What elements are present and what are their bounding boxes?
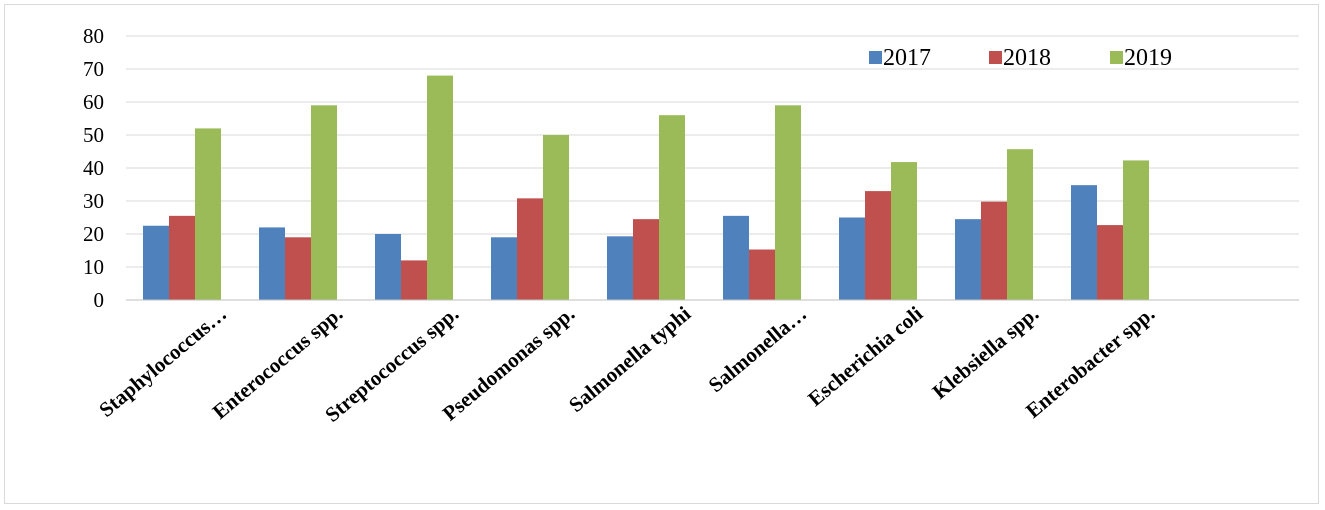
bar-2018 [401,260,427,300]
bar-2018 [285,237,311,300]
bar-2017 [1071,185,1097,300]
x-tick-label: Salmonella typhi [564,301,695,417]
y-tick-label: 10 [83,255,104,279]
bar-2018 [169,215,195,300]
y-tick-label: 30 [83,189,104,213]
y-tick-label: 20 [83,222,104,246]
bar-2017 [143,225,169,300]
bar-2019 [1123,160,1149,300]
bar-2019 [427,75,453,300]
y-axis-ticks: 0 10 20 30 40 50 60 70 80 [83,24,104,312]
bar-2018 [749,249,775,300]
legend-swatch-2017 [869,51,882,64]
bar-2017 [375,234,401,300]
x-tick-label: Escherichia coli [803,301,927,411]
bar-2017 [839,217,865,300]
y-tick-label: 70 [83,57,104,81]
legend-label-2018: 2018 [1003,45,1051,71]
bar-2018 [517,198,543,300]
legend-swatch-2019 [1110,51,1123,64]
bar-2019 [311,105,337,300]
bar-2017 [259,227,285,300]
x-axis-labels: Staphylococcus…Enterococcus spp.Streptoc… [94,301,1159,426]
bar-2017 [955,219,981,300]
y-tick-label: 50 [83,123,104,147]
bar-2018 [633,219,659,300]
bar-2018 [981,201,1007,300]
bar-2018 [1097,225,1123,300]
legend-label-2019: 2019 [1124,45,1172,71]
y-tick-label: 40 [83,156,104,180]
bar-2019 [1007,149,1033,300]
bar-2019 [891,162,917,300]
bar-2019 [775,105,801,300]
bar-2017 [491,237,517,300]
legend: 2017 2018 2019 [869,45,1172,71]
y-tick-label: 0 [94,288,105,312]
bar-2018 [865,191,891,300]
legend-swatch-2018 [989,51,1002,64]
x-tick-label: Salmonella… [704,301,811,397]
y-tick-label: 60 [83,90,104,114]
x-tick-label: Klebsiella spp. [928,301,1044,403]
bar-2019 [543,135,569,300]
bars [143,75,1149,300]
legend-label-2017: 2017 [883,45,931,71]
bar-2017 [607,236,633,300]
y-tick-label: 80 [83,24,104,48]
bar-2019 [659,115,685,300]
bar-2019 [195,128,221,300]
bar-2017 [723,215,749,300]
